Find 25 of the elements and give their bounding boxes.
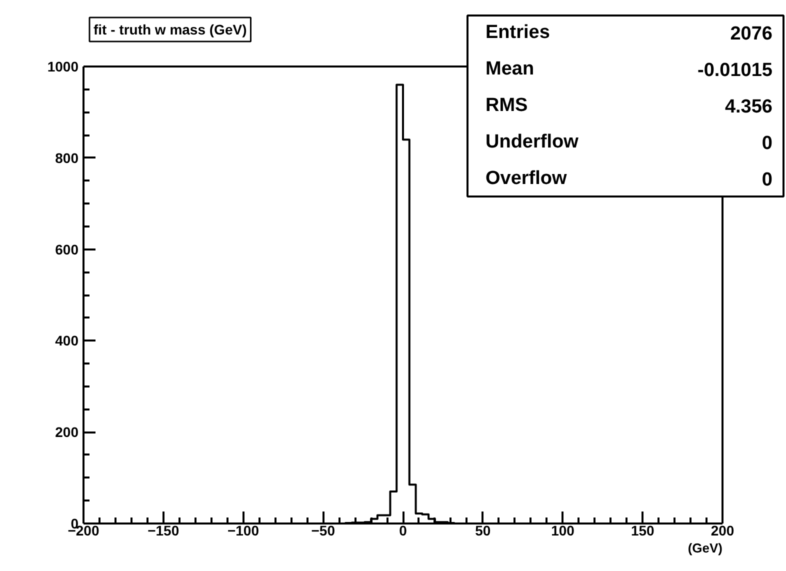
text: Entries xyxy=(486,22,550,43)
x-tick-label: −150 xyxy=(148,522,180,538)
text: 2076 xyxy=(730,24,773,44)
x-tick-label: 0 xyxy=(399,522,408,538)
annotation: -0.01015 xyxy=(697,60,773,81)
x-tick-label: −50 xyxy=(311,522,336,538)
y-tick-label: 200 xyxy=(55,424,79,440)
chart-title: fit - truth w mass (GeV) xyxy=(94,22,247,38)
annotation: Underflow xyxy=(486,132,579,152)
x-tick-label: 150 xyxy=(630,522,655,538)
y-tick-label: 400 xyxy=(55,332,79,349)
y-tick-label: 1000 xyxy=(47,58,79,74)
y-tick-label: 800 xyxy=(55,150,79,166)
y-tick-label: 600 xyxy=(55,241,79,258)
x-tick-label: 50 xyxy=(475,522,491,538)
annotation: Overflow xyxy=(486,168,568,189)
x-tick-label: −100 xyxy=(227,522,260,538)
x-axis-title: (GeV) xyxy=(688,540,722,556)
annotation: Mean xyxy=(486,58,534,80)
text: 0 xyxy=(762,133,773,154)
x-tick-label: 100 xyxy=(551,522,575,538)
text: 4.356 xyxy=(724,96,772,118)
text: 0 xyxy=(762,170,773,190)
annotation: RMS xyxy=(486,95,528,116)
x-tick-label: 200 xyxy=(710,522,734,538)
